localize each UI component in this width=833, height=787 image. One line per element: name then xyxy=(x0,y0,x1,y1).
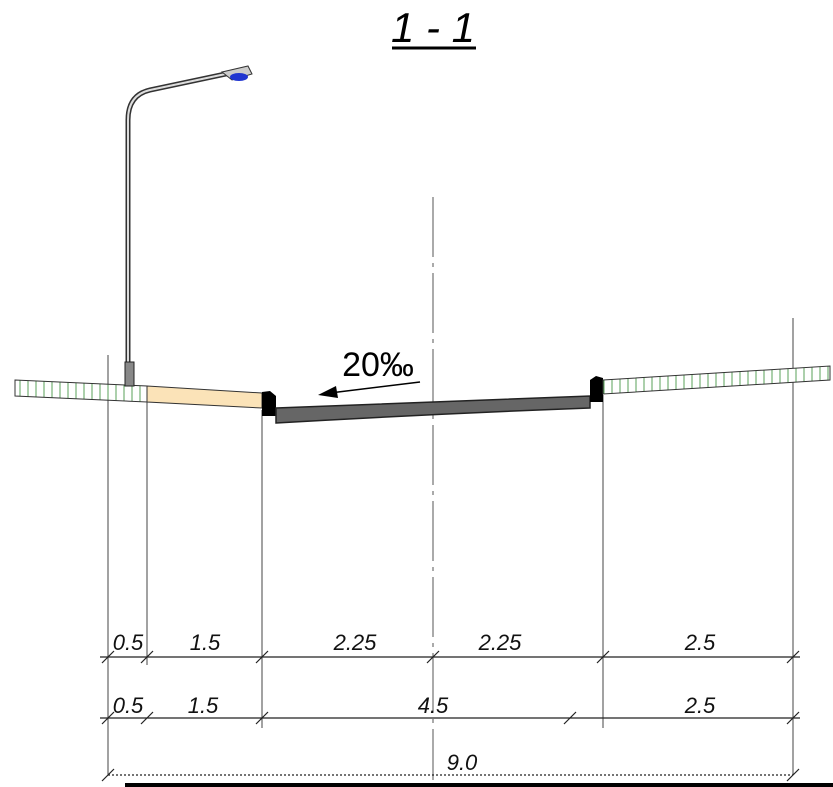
dimension-tick xyxy=(140,650,154,664)
section-title: 1 - 1 xyxy=(391,4,475,51)
dimension-tick xyxy=(140,711,154,725)
dimension-label: 1.5 xyxy=(188,693,219,718)
title-group: 1 - 1 xyxy=(391,4,476,51)
dimension-tick xyxy=(101,711,115,725)
slope-label: 20‰ xyxy=(342,346,414,384)
dimension-label: 2.5 xyxy=(684,693,716,718)
dimension-tick xyxy=(786,650,800,664)
dimension-tick xyxy=(786,768,800,782)
dimension-label: 2.5 xyxy=(684,630,716,655)
dimension-tick xyxy=(786,711,800,725)
dimension-tick xyxy=(255,650,269,664)
dimension-label: 0.5 xyxy=(113,630,144,655)
dimension-label: 1.5 xyxy=(190,630,221,655)
dimension-label: 4.5 xyxy=(418,693,449,718)
dimension-lines xyxy=(100,650,800,782)
dimension-tick xyxy=(101,650,115,664)
dimension-label: 0.5 xyxy=(113,693,144,718)
dimension-label: 2.25 xyxy=(478,630,523,655)
dimension-tick xyxy=(596,650,610,664)
dimension-tick xyxy=(563,711,577,725)
terrain xyxy=(14,365,831,424)
dimension-tick xyxy=(426,650,440,664)
dimension-tick xyxy=(255,711,269,725)
dimension-label: 2.25 xyxy=(333,630,378,655)
dimension-label: 9.0 xyxy=(447,750,478,775)
street-lamp xyxy=(124,65,253,387)
dimension-tick xyxy=(101,768,115,782)
slope-indicator: 20‰ xyxy=(318,346,421,398)
extension-lines xyxy=(107,318,794,775)
